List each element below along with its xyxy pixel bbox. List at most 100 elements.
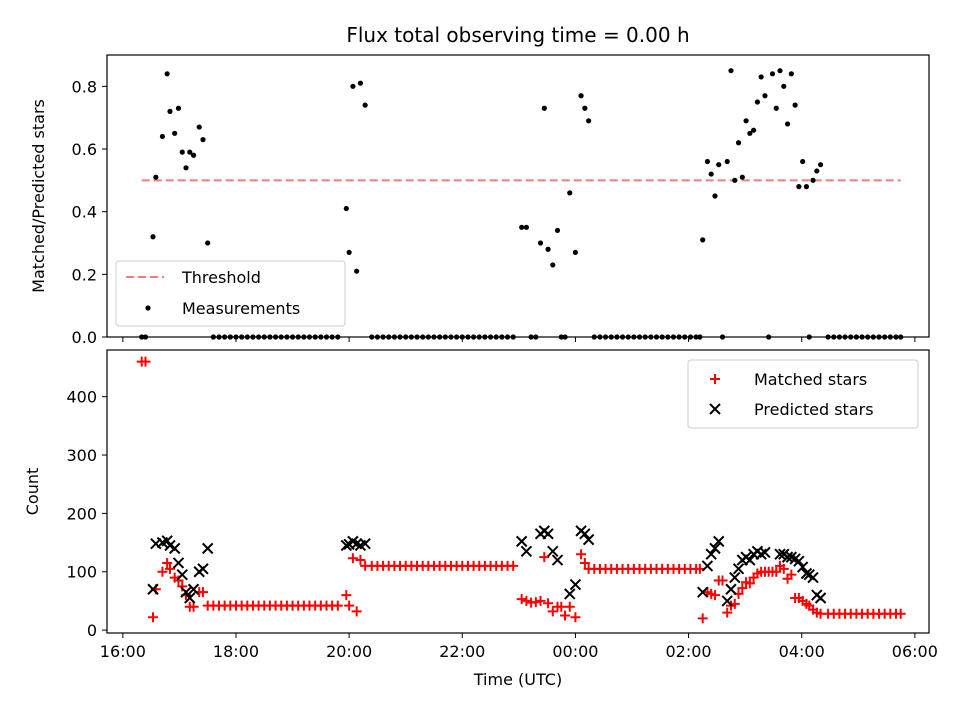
y-tick-label: 100 [66, 563, 97, 582]
matched-star-point [535, 595, 546, 606]
matched-star-point [157, 566, 168, 577]
measurement-point [724, 158, 730, 165]
predicted-star-point [582, 533, 595, 546]
measurement-point [572, 249, 579, 255]
legend-threshold-label: Threshold [181, 268, 261, 287]
measurement-point [346, 249, 352, 255]
legend-box [115, 260, 346, 327]
measurement-point [743, 118, 749, 124]
x-tick-label: 02:00 [666, 642, 712, 661]
measurement-point [205, 240, 211, 246]
measurement-point [582, 105, 588, 111]
y-axis-title: Matched/Predicted stars [29, 99, 48, 293]
predicted-star-point [168, 542, 181, 555]
predicted-star-point [725, 583, 737, 595]
matched-star-point [508, 560, 519, 571]
predicted-star-point [774, 548, 786, 560]
matched-star-point [332, 600, 343, 611]
matched-star-point [737, 583, 748, 594]
measurement-point [704, 158, 711, 165]
measurement-point [187, 149, 193, 155]
y-tick-label: 0.8 [72, 77, 97, 96]
measurement-point [817, 162, 824, 168]
matched-star-point [717, 575, 728, 586]
measurement-point [175, 105, 182, 111]
matched-star-point [530, 597, 541, 608]
predicted-star-point [547, 545, 559, 558]
matched-star-point [570, 612, 581, 623]
matched-star-point [576, 549, 587, 560]
predicted-star-point [713, 535, 725, 548]
predicted-star-point [542, 528, 554, 540]
measurement-point [545, 246, 551, 252]
measurement-point [567, 190, 573, 196]
predicted-star-point [184, 592, 196, 604]
measurement-point [164, 71, 170, 77]
predicted-star-point [729, 571, 741, 584]
matched-star-point [351, 606, 362, 617]
top-plot: 0.0 0.2 0.4 0.6 0.8 Matched/Predicted stars Th… [29, 54, 930, 347]
measurement-point [728, 68, 734, 74]
predicted-star-point [569, 578, 582, 591]
measurement-point [179, 149, 185, 155]
matched-star-point [539, 552, 550, 563]
x-axis-title: Time (UTC) [473, 670, 562, 689]
measurement-point [712, 193, 718, 199]
matched-star-point [564, 601, 575, 612]
matched-star-point [560, 610, 571, 621]
measurement-point [700, 237, 706, 243]
x-tick-label: 22:00 [439, 642, 485, 661]
predicted-star-point [721, 595, 733, 607]
measurement-point [810, 177, 816, 183]
y-tick-label: 0.0 [72, 328, 97, 347]
measurement-point [523, 224, 529, 230]
measurement-point [519, 224, 525, 230]
legend-matched-label: Matched stars [754, 370, 867, 389]
matched-star-point [579, 557, 590, 568]
matched-star-point [744, 578, 755, 589]
measurement-point [751, 127, 757, 133]
predicted-star-point [187, 583, 200, 595]
measurement-point [357, 80, 364, 86]
measurement-point [586, 118, 592, 124]
predicted-star-point [551, 554, 564, 566]
matched-star-point [516, 594, 527, 605]
measurement-point [354, 268, 360, 274]
measurement-point [773, 105, 779, 111]
measurement-point [554, 227, 561, 234]
y-tick-label: 0.2 [72, 265, 97, 284]
matched-star-point [341, 590, 352, 601]
x-tick-label: 00:00 [552, 642, 598, 661]
y-tick-label: 200 [66, 504, 97, 523]
predicted-star-point [697, 586, 709, 598]
predicted-star-point [759, 546, 771, 559]
predicted-star-point [520, 545, 533, 558]
bottom-plot: 16:00 18:00 20:00 22:00 00:00 02:00 04:00 06:00… [23, 349, 938, 689]
matched-star-point [778, 563, 789, 574]
measurement-point [735, 140, 742, 146]
legend-measurements-swatch [145, 305, 151, 311]
matched-star-point [355, 555, 366, 566]
measurement-point [803, 184, 810, 190]
y-tick-label: 0.6 [72, 140, 97, 159]
matched-star-point [895, 608, 906, 619]
measurement-point [196, 124, 202, 130]
measurement-point [537, 240, 544, 246]
predicted-star-point [579, 528, 591, 540]
legend-matched-swatch [710, 374, 720, 384]
measurement-point [762, 93, 768, 99]
x-tick-label: 04:00 [779, 642, 825, 661]
predicted-star-point [800, 567, 813, 580]
measurement-point [716, 162, 722, 168]
matched-star-point [547, 606, 558, 617]
measurement-point [190, 152, 197, 158]
x-tick-label: 16:00 [100, 642, 146, 661]
predicted-star-point [755, 548, 767, 560]
measurement-point [541, 105, 547, 111]
measurement-point [777, 68, 783, 74]
predicted-star-point [814, 592, 827, 604]
measurement-point [754, 99, 760, 105]
measurement-point [167, 108, 173, 114]
measurement-point [747, 130, 753, 136]
